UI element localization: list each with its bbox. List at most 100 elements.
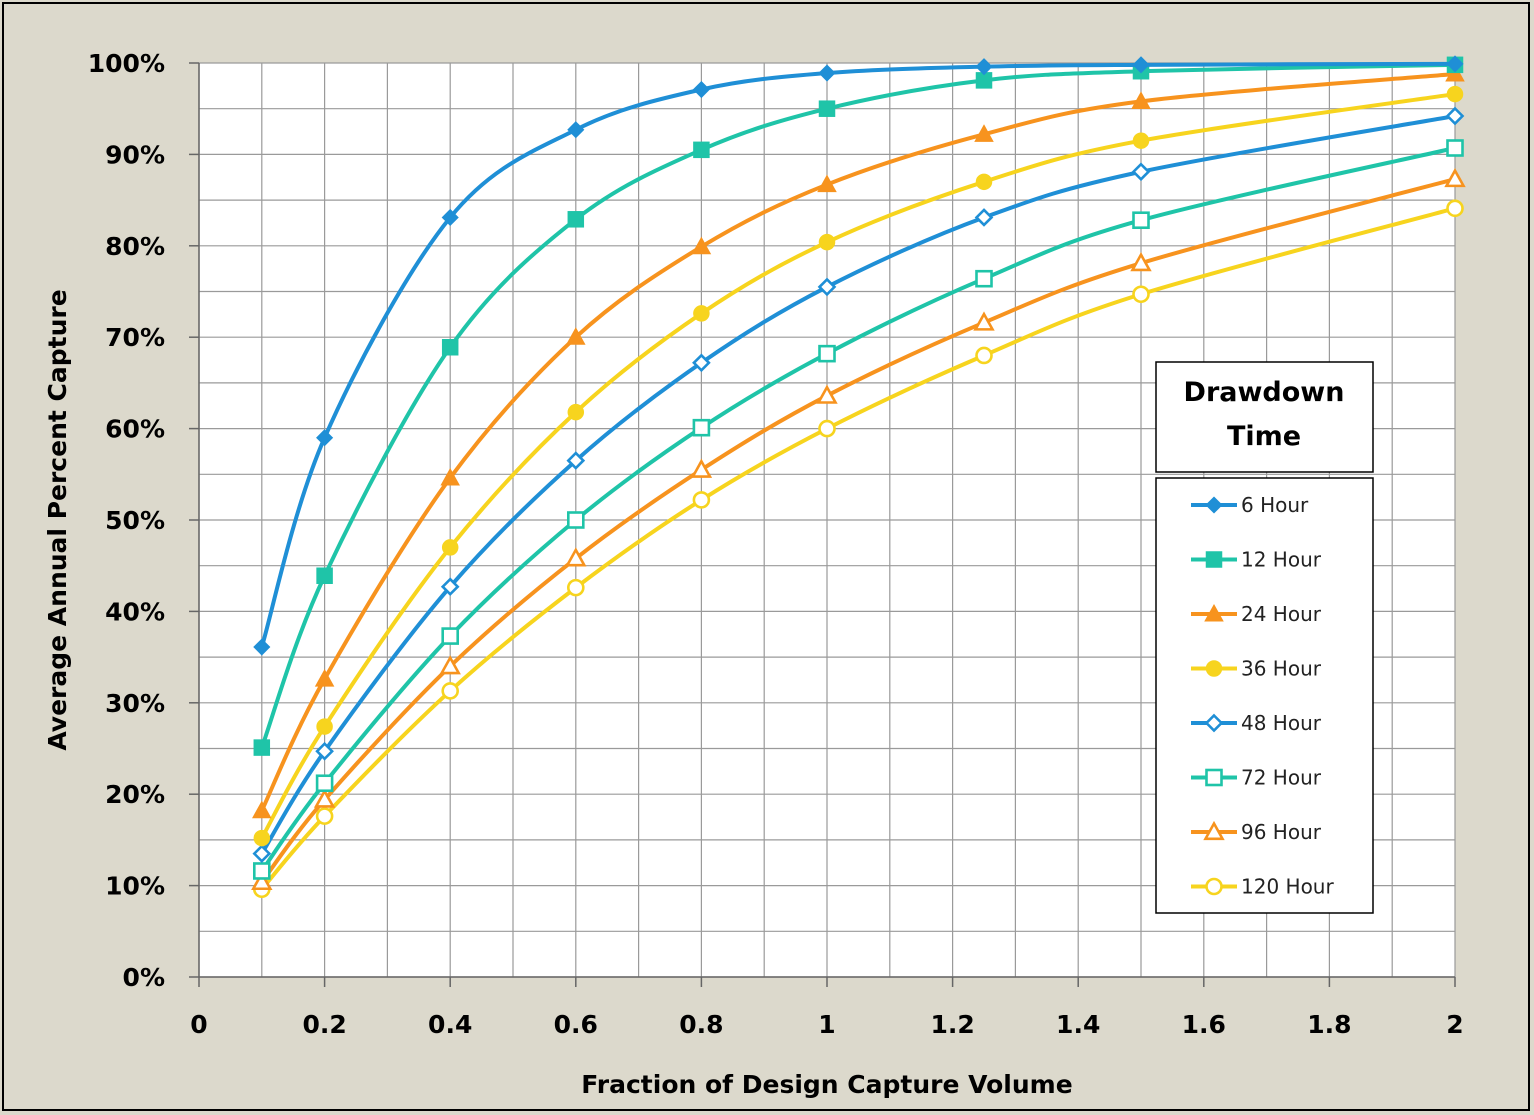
legend-title-line2: Time <box>1227 421 1301 452</box>
series-24-hour <box>252 63 1465 819</box>
y-tick-label: 30% <box>105 689 165 718</box>
data-point-36-hour <box>316 718 333 735</box>
data-point-96-hour <box>565 547 587 567</box>
data-point-24-hour <box>566 327 586 345</box>
legend-label-96-hour: 96 Hour <box>1241 820 1322 844</box>
legend-marker-6-hour <box>1205 496 1223 514</box>
legend-marker-120-hour <box>1205 877 1223 896</box>
data-point-72-hour <box>253 862 271 880</box>
data-point-96-hour <box>439 655 461 675</box>
data-point-48-hour <box>974 208 994 227</box>
data-point-6-hour <box>253 638 271 656</box>
tick-labels: 0% 10% 20% 30% 40% 50% 60% 70% 80% 90% 100% 0 0.2 0.4… <box>88 49 1464 1039</box>
legend-entry-120-hour: 120 Hour <box>1191 875 1334 899</box>
legend-marker-48-hour <box>1204 713 1224 733</box>
y-tick-label: 20% <box>105 780 165 809</box>
series-48-hour <box>252 106 1465 863</box>
x-tick-label: 2 <box>1446 1010 1463 1039</box>
y-tick-label: 40% <box>105 597 165 626</box>
data-point-6-hour <box>316 429 334 447</box>
data-point-48-hour <box>252 844 272 863</box>
data-point-24-hour <box>252 800 272 819</box>
data-point-96-hour <box>816 384 838 404</box>
y-tick-label: 50% <box>105 506 165 535</box>
legend-label-6-hour: 6 Hour <box>1241 493 1309 517</box>
legend-entry-48-hour: 48 Hour <box>1191 711 1322 735</box>
data-point-120-hour <box>1132 285 1150 304</box>
data-point-36-hour <box>441 539 459 556</box>
series-72-hour <box>253 139 1464 880</box>
data-point-36-hour <box>975 173 993 191</box>
legend-marker-96-hour <box>1203 820 1225 841</box>
data-point-72-hour <box>441 627 460 645</box>
x-tick-label: 0.6 <box>554 1010 598 1039</box>
series-96-hour <box>251 167 1466 891</box>
x-tick-label: 1.2 <box>930 1010 974 1039</box>
data-point-24-hour <box>1131 91 1151 109</box>
x-tick-label: 0 <box>190 1010 207 1039</box>
legend-marker-72-hour <box>1205 768 1223 787</box>
data-point-24-hour <box>817 174 837 193</box>
legend-marker-24-hour <box>1204 603 1224 622</box>
y-tick-label: 100% <box>88 49 165 78</box>
data-point-48-hour <box>817 277 837 297</box>
data-point-12-hour <box>567 211 585 228</box>
data-point-120-hour <box>441 682 460 700</box>
y-tick-label: 70% <box>105 323 165 352</box>
data-point-36-hour <box>818 233 836 251</box>
data-point-48-hour <box>1445 106 1465 126</box>
data-point-24-hour <box>314 668 335 687</box>
data-point-96-hour <box>1130 251 1152 272</box>
data-point-6-hour <box>1446 55 1464 73</box>
legend-label-24-hour: 24 Hour <box>1241 602 1322 626</box>
data-point-72-hour <box>975 269 993 288</box>
data-point-24-hour <box>974 124 994 142</box>
data-point-48-hour <box>440 577 460 597</box>
y-tick-label: 60% <box>105 415 165 444</box>
data-point-6-hour <box>818 64 836 82</box>
legend: Drawdown Time 6 Hour 12 Hour 24 Hour 36 Hou… <box>1155 361 1374 914</box>
data-point-24-hour <box>1445 63 1465 82</box>
legend-entry-12-hour: 12 Hour <box>1191 548 1322 572</box>
legend-entry-6-hour: 6 Hour <box>1191 493 1309 517</box>
data-point-12-hour <box>818 100 836 117</box>
legend-marker-12-hour <box>1205 551 1223 568</box>
data-point-120-hour <box>975 346 993 365</box>
data-point-72-hour <box>1446 139 1464 157</box>
y-tick-label: 10% <box>105 872 165 901</box>
data-point-48-hour <box>1131 162 1151 182</box>
data-point-36-hour <box>253 829 271 847</box>
data-point-6-hour <box>441 208 459 227</box>
data-point-24-hour <box>440 467 460 486</box>
data-point-96-hour <box>973 311 995 331</box>
data-point-12-hour <box>693 141 710 159</box>
legend-entry-72-hour: 72 Hour <box>1191 766 1322 790</box>
data-point-12-hour <box>253 739 271 756</box>
y-tick-label: 80% <box>105 232 165 261</box>
series-36-hour <box>253 85 1464 847</box>
data-point-120-hour <box>1446 199 1464 218</box>
data-point-96-hour <box>1444 167 1466 188</box>
data-point-72-hour <box>1132 211 1150 230</box>
data-point-36-hour <box>1132 132 1150 149</box>
data-point-24-hour <box>691 236 712 255</box>
data-point-12-hour <box>441 339 459 356</box>
x-tick-label: 0.8 <box>679 1010 723 1039</box>
legend-label-72-hour: 72 Hour <box>1241 766 1322 790</box>
legend-title-line1: Drawdown <box>1184 377 1345 408</box>
legend-entries-box <box>1155 477 1374 914</box>
data-point-48-hour <box>566 451 586 470</box>
data-point-48-hour <box>315 741 334 761</box>
data-point-120-hour <box>315 807 334 825</box>
data-point-72-hour <box>315 774 334 793</box>
data-point-36-hour <box>567 403 585 421</box>
data-point-72-hour <box>818 344 836 363</box>
x-tick-label: 0.4 <box>428 1010 472 1039</box>
data-point-12-hour <box>316 567 333 585</box>
data-point-72-hour <box>692 418 711 437</box>
legend-label-48-hour: 48 Hour <box>1241 711 1322 735</box>
data-point-96-hour <box>313 788 336 808</box>
legend-title-box <box>1155 361 1374 473</box>
legend-label-120-hour: 120 Hour <box>1241 875 1334 899</box>
y-axis-title: Average Annual Percent Capture <box>43 289 72 750</box>
